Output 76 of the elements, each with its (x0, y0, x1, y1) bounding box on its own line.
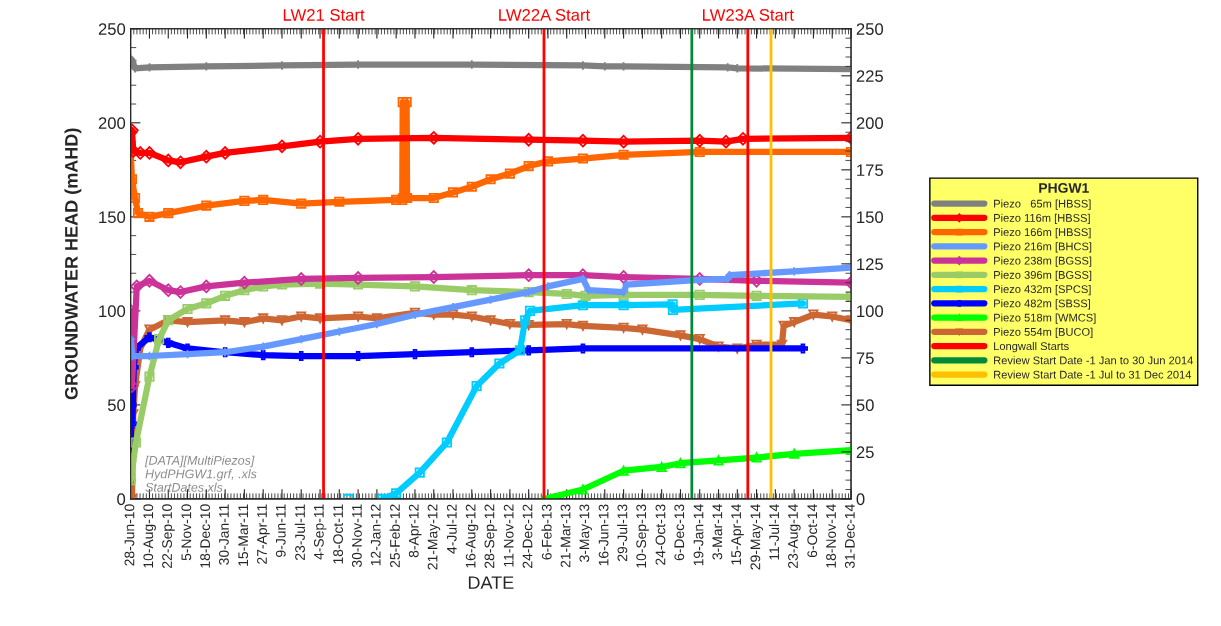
x-tick-label: 4-Jul-12 (446, 504, 457, 554)
y2-tick-label: 250 (856, 23, 884, 35)
y2-tick-label: 75 (856, 352, 874, 365)
x-tick-label: 6-Oct-14 (807, 504, 818, 558)
legend-label: Piezo 432m [SPCS] (994, 284, 1091, 296)
text: Longwall Starts (994, 341, 1069, 353)
y2-tick-label: 225 (856, 70, 884, 83)
y2-tick-label: 150 (857, 211, 884, 224)
x-tick-label: 18-Dec-10 (200, 504, 211, 568)
y2-tick-label: 175 (857, 164, 884, 177)
x-tick-label: 29-Jul-13 (617, 504, 628, 561)
x-tick-label: 6-Dec-13 (674, 504, 685, 561)
x-tick-label: 6-Feb-13 (541, 504, 552, 560)
y2-tick-label: 200 (856, 117, 884, 130)
x-tick-label: 18-Oct-11 (333, 504, 344, 564)
y2-tick-label: 125 (857, 258, 884, 271)
x-tick-label: 4-Sep-11 (313, 504, 327, 560)
y2-tick-label: 0 (856, 493, 865, 506)
y-tick-label: 250 (98, 23, 126, 35)
y2-tick-label: 100 (857, 305, 884, 318)
x-tick-label: 10-Sep-13 (636, 504, 649, 568)
x-tick-label: 30-Jan-11 (219, 504, 229, 565)
x-axis-title: DATE (468, 576, 514, 589)
legend-label: Piezo 554m [BUCO] (994, 327, 1093, 339)
annotation: [DATA][MultiPiezos] HydPHGW1.grf, .xls StartDates.xls (144, 455, 257, 492)
y-tick-label: 200 (98, 117, 126, 130)
x-tick-label: 23-Aug-14 (788, 504, 801, 568)
ref-line-label: LW21 Start (283, 9, 365, 21)
legend-title: PHGW1 (1039, 182, 1089, 193)
legend-label: Piezo 65m [HBSS] (994, 199, 1091, 210)
y2-tick-label: 50 (856, 399, 874, 412)
x-tick-label: 11-Jul-14 (768, 504, 780, 560)
text: Review Start Date -1 Jul to 31 Dec 2014 (994, 370, 1192, 379)
y-tick-label: 150 (99, 211, 126, 224)
ref-line-label: LW23A Start (703, 9, 794, 21)
x-tick-label: 16-Aug-12 (465, 504, 479, 568)
legend-label: Piezo 216m [BHCS] (994, 242, 1092, 253)
x-tick-label: 21-Mar-13 (560, 504, 571, 568)
y-tick-label: 50 (107, 399, 126, 412)
x-tick-label: 16-Jun-13 (598, 504, 609, 566)
legend-label: Piezo 116m [HBSS] (994, 213, 1090, 225)
x-tick-label: 25-Feb-12 (389, 504, 400, 568)
x-tick-label: 30-Nov-11 (351, 504, 362, 568)
y2-tick-label: 25 (856, 446, 874, 459)
x-tick-label: 18-Nov-14 (826, 504, 836, 568)
x-tick-label: 28-Sep-12 (484, 504, 498, 568)
x-tick-label: 12-Jan-12 (370, 504, 381, 566)
legend-label: Piezo 238m [BGSS] (994, 256, 1092, 267)
legend-label: Piezo 518m [WMCS] (994, 313, 1096, 324)
y-tick-label: 0 (117, 493, 126, 506)
x-tick-label: 24-Dec-12 (522, 504, 533, 568)
x-tick-label: 21-May-12 (427, 504, 441, 570)
x-tick-label: 23-Jul-11 (294, 504, 305, 560)
x-tick-label: 10-Aug-10 (143, 504, 156, 568)
x-tick-label: 5-Nov-10 (181, 504, 192, 561)
x-tick-label: 11-Nov-12 (503, 504, 514, 567)
x-tick-label: 28-Jun-10 (124, 504, 135, 566)
y-tick-label: 100 (99, 305, 126, 318)
x-tick-label: 8-Apr-12 (408, 504, 422, 558)
x-tick-label: 29-May-14 (750, 504, 764, 570)
legend-label: Piezo 396m [BGSS] (994, 270, 1092, 282)
x-tick-label: 31-Dec-14 (844, 504, 855, 569)
x-tick-label: 9-Jun-11 (275, 504, 286, 557)
legend-label: Piezo 166m [HBSS] (994, 227, 1091, 239)
y-axis-title: GROUNDWATER HEAD (mAHD) (64, 128, 82, 400)
x-tick-label: 3-May-13 (579, 504, 593, 562)
x-tick-label: 24-Oct-13 (655, 504, 666, 565)
x-tick-label: 15-Apr-14 (731, 504, 744, 565)
x-tick-label: 15-Mar-11 (238, 504, 249, 566)
x-tick-label: 3-Mar-14 (712, 504, 723, 560)
x-tick-label: 19-Jan-14 (693, 504, 704, 566)
x-tick-label: 27-Apr-11 (257, 504, 270, 564)
text: Review Start Date -1 Jan to 30 Jun 2014 (994, 356, 1193, 365)
ref-line-label: LW22A Start (499, 9, 591, 21)
x-tick-label: 22-Sep-10 (162, 504, 175, 568)
legend-label: Piezo 482m [SBSS] (994, 299, 1090, 310)
